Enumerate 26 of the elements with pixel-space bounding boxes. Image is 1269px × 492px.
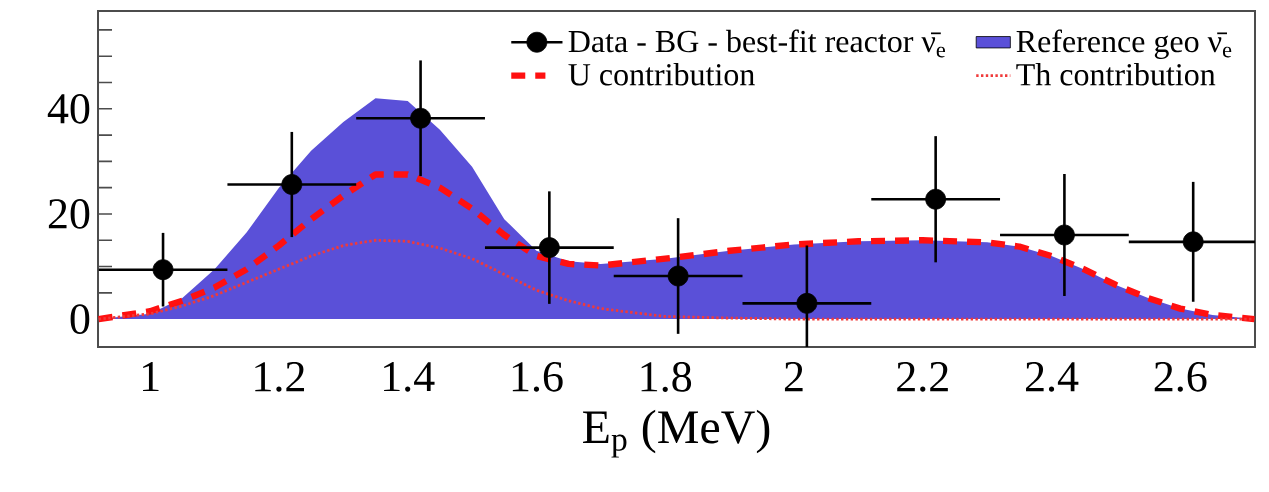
point bbox=[410, 107, 431, 129]
point bbox=[281, 174, 303, 195]
legend-label: Th contribution bbox=[1016, 63, 1216, 86]
point bbox=[796, 292, 818, 314]
x-tick-label: 2.4 bbox=[1025, 362, 1079, 392]
x-tick-label: 1.4 bbox=[384, 362, 435, 392]
legend-label: Data - BG - best-fit reactor ν̄$_{e}$ bbox=[568, 29, 946, 58]
x-tick-label: 2.2 bbox=[897, 362, 948, 392]
point bbox=[667, 265, 689, 287]
x-tick-label: 1.6 bbox=[512, 362, 563, 392]
x-axis-title: E$_{p}$ (MeV) bbox=[583, 409, 770, 458]
point bbox=[538, 237, 560, 259]
x-tick-label: 1.2 bbox=[255, 362, 305, 392]
y-tick-label: 0 bbox=[70, 304, 90, 334]
y-tick-label: 20 bbox=[48, 199, 90, 229]
point bbox=[1054, 224, 1075, 246]
point bbox=[1182, 231, 1204, 253]
legend-label: U contribution bbox=[568, 63, 755, 86]
x-tick-label: 1.8 bbox=[641, 362, 692, 392]
x-tick-label: 2.6 bbox=[1154, 362, 1207, 392]
point bbox=[925, 188, 947, 210]
point bbox=[152, 259, 174, 281]
x-tick-label: 2 bbox=[784, 362, 803, 392]
legend-label: Reference geo ν̄$_{e}$ bbox=[1016, 29, 1232, 59]
x-tick-label: 1 bbox=[143, 362, 159, 392]
y-tick-label: 40 bbox=[47, 93, 90, 124]
